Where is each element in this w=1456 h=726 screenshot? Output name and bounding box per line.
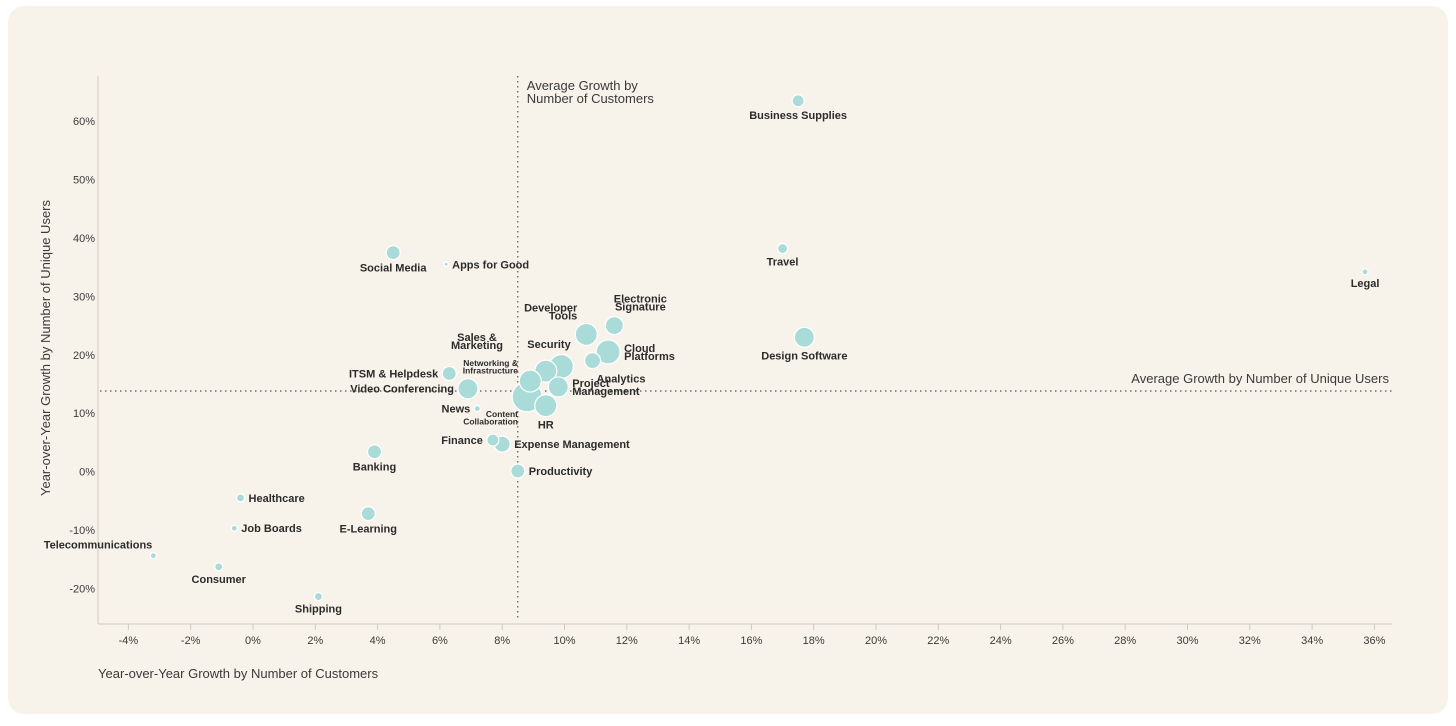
- x-tick-label: 22%: [927, 635, 949, 647]
- point-label: Apps for Good: [452, 259, 529, 271]
- x-tick-label: 2%: [307, 635, 323, 647]
- point-label: Shipping: [295, 604, 342, 616]
- x-tick-label: -2%: [181, 635, 201, 647]
- bubble: [534, 394, 558, 418]
- y-axis-title: Year-over-Year Growth by Number of Uniqu…: [38, 200, 53, 497]
- bubble: [776, 242, 789, 255]
- bubble: [235, 493, 246, 503]
- bubble: [457, 378, 479, 400]
- bubble: [791, 94, 805, 108]
- bubbles: [149, 94, 1369, 602]
- point-label: Design Software: [761, 350, 847, 362]
- point-label: Project Management: [572, 378, 640, 398]
- bubble: [230, 524, 238, 532]
- x-tick-label: 6%: [432, 635, 448, 647]
- point-label: News: [442, 404, 471, 416]
- bubble: [313, 591, 324, 602]
- point-label: ITSM & Helpdesk: [349, 368, 439, 380]
- x-tick-label: 32%: [1239, 635, 1261, 647]
- bubble: [360, 506, 376, 522]
- y-tick-label: -10%: [69, 525, 95, 537]
- point-label: Content Collaboration: [463, 409, 518, 427]
- bubble: [443, 261, 449, 267]
- point-label: Business Supplies: [749, 110, 847, 122]
- point-label: HR: [538, 420, 554, 432]
- chart-card: -4% -2% 0% 2% 4% 6% 8% 10% 12% 14% 16% 18% 20% 22% 24%…: [8, 6, 1448, 714]
- bubble: [366, 444, 383, 460]
- point-label: Video Conferencing: [350, 384, 454, 396]
- x-tick-label: 30%: [1176, 635, 1198, 647]
- x-tick-label: 8%: [494, 635, 510, 647]
- point-label: Consumer: [192, 574, 247, 586]
- x-tick-label: 36%: [1363, 635, 1385, 647]
- point-label: Cloud Platforms: [624, 343, 675, 363]
- point-label: Banking: [353, 462, 396, 474]
- bubble: [1361, 268, 1369, 276]
- x-tick-label: 4%: [370, 635, 386, 647]
- x-tick-label: -4%: [119, 635, 139, 647]
- x-tick-label: 0%: [245, 635, 261, 647]
- point-label: Developer Tools: [524, 302, 578, 322]
- bubble: [547, 376, 569, 398]
- point-label: Electronic Signature: [614, 294, 667, 314]
- x-tick-label: 24%: [990, 635, 1012, 647]
- x-tick-label: 14%: [678, 635, 700, 647]
- point-label: Travel: [767, 257, 799, 269]
- point-label: Productivity: [529, 466, 593, 478]
- bubble: [518, 369, 542, 393]
- y-tick-label: 20%: [73, 350, 95, 362]
- bubble: [583, 352, 602, 370]
- point-label: Social Media: [360, 263, 428, 275]
- point-label: E-Learning: [340, 524, 397, 536]
- y-tick-label: 60%: [73, 116, 95, 128]
- avg-users-label: Average Growth by Number of Unique Users: [1131, 371, 1389, 386]
- y-tick-label: 30%: [73, 291, 95, 303]
- bubble: [595, 339, 621, 365]
- x-axis-title: Year-over-Year Growth by Number of Custo…: [98, 666, 379, 681]
- y-tick-label: 40%: [73, 233, 95, 245]
- y-tick-label: 10%: [73, 408, 95, 420]
- y-tick-label: 50%: [73, 175, 95, 187]
- x-tick-label: 26%: [1052, 635, 1074, 647]
- bubble: [793, 326, 815, 348]
- point-label: Expense Management: [514, 439, 630, 451]
- x-tick-label: 28%: [1114, 635, 1136, 647]
- point-label: Healthcare: [249, 493, 305, 505]
- point-label: Networking & Infrastructure: [463, 358, 519, 376]
- point-labels: Business Supplies Social Media Apps for Go…: [44, 110, 1380, 616]
- point-label: Legal: [1351, 278, 1380, 290]
- x-tick-label: 16%: [740, 635, 762, 647]
- x-tick-label: 18%: [803, 635, 825, 647]
- x-tick-label: 20%: [865, 635, 887, 647]
- bubble: [574, 322, 598, 346]
- x-tick-label: 34%: [1301, 635, 1323, 647]
- point-label: Finance: [441, 435, 483, 447]
- point-label: Analytics: [597, 374, 646, 386]
- bubble: [473, 404, 481, 413]
- bubble: [510, 463, 526, 479]
- bubble: [604, 316, 624, 336]
- axes: -4% -2% 0% 2% 4% 6% 8% 10% 12% 14% 16% 18% 20% 22% 24%…: [69, 76, 1392, 647]
- bubble: [385, 245, 401, 261]
- point-label: Sales & Marketing: [451, 332, 503, 352]
- point-label: Telecommunications: [44, 540, 153, 552]
- bubble: [441, 365, 457, 382]
- x-tick-label: 12%: [616, 635, 638, 647]
- bubble: [214, 562, 224, 572]
- bubble-chart: -4% -2% 0% 2% 4% 6% 8% 10% 12% 14% 16% 18% 20% 22% 24%…: [38, 76, 1392, 681]
- point-label: Security: [527, 339, 571, 351]
- bubble: [149, 552, 157, 560]
- reference-lines: Average Growth by Number of Customers Aver…: [100, 76, 1392, 620]
- bubble: [486, 433, 500, 447]
- x-tick-label: 10%: [553, 635, 575, 647]
- y-tick-label: 0%: [79, 467, 95, 479]
- avg-customers-label: Average Growth by Number of Customers: [527, 78, 655, 106]
- point-label: Job Boards: [241, 523, 302, 535]
- y-tick-label: -20%: [69, 583, 95, 595]
